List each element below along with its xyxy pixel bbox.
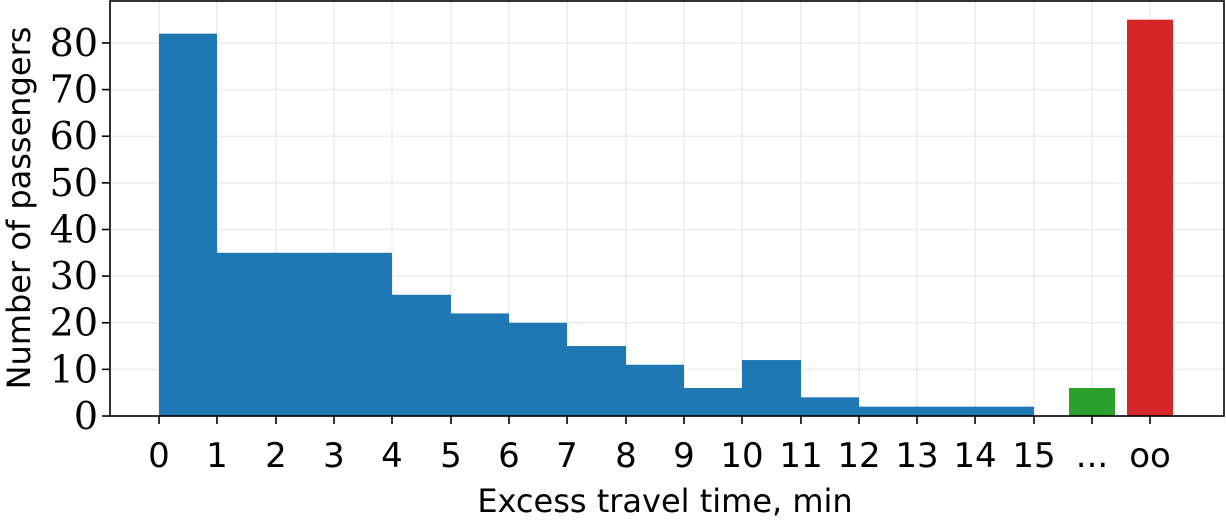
x-tick-label: 14 <box>953 436 996 476</box>
x-tick-label: 7 <box>556 436 578 476</box>
x-tick-label: oo <box>1129 436 1171 476</box>
histogram-bar <box>975 406 1034 416</box>
x-axis-label: Excess travel time, min <box>477 482 852 520</box>
x-tick-label: 15 <box>1012 436 1055 476</box>
x-tick-label: 2 <box>265 436 287 476</box>
histogram-bar <box>392 294 451 416</box>
histogram-bar <box>917 406 975 416</box>
histogram-bar <box>159 33 217 417</box>
y-tick-label: 40 <box>50 207 98 251</box>
x-tick-label: 6 <box>498 436 520 476</box>
x-tick-label: 4 <box>381 436 403 476</box>
y-tick-label: 20 <box>50 301 98 345</box>
x-tick-label: 1 <box>206 436 228 476</box>
x-tick-label: 5 <box>440 436 462 476</box>
y-axis-label: Number of passengers <box>0 27 38 390</box>
x-tick-label: 10 <box>720 436 763 476</box>
y-tick-label: 50 <box>50 161 98 205</box>
histogram-bar <box>567 346 626 416</box>
histogram-bar <box>451 313 509 416</box>
y-tick-label: 30 <box>50 254 98 298</box>
histogram-bar <box>334 252 392 416</box>
histogram-bar <box>509 322 567 416</box>
y-tick-label: 0 <box>74 394 98 438</box>
x-tick-label: 3 <box>323 436 345 476</box>
histogram-bar <box>801 397 859 416</box>
y-tick-label: 80 <box>50 21 98 65</box>
y-tick-label: 60 <box>50 114 98 158</box>
histogram-bar <box>742 360 801 416</box>
y-tick-label: 70 <box>50 68 98 112</box>
extra-bar <box>1127 19 1173 417</box>
histogram-bar <box>217 252 276 416</box>
y-tick-label: 10 <box>50 347 98 391</box>
histogram-bar <box>859 406 917 416</box>
extra-bar <box>1069 388 1115 416</box>
x-tick-label: 11 <box>779 436 822 476</box>
x-tick-label: 9 <box>673 436 695 476</box>
x-tick-label: 0 <box>148 436 170 476</box>
bars <box>159 19 1173 417</box>
plot-frame <box>109 0 1225 417</box>
x-tick-label: 12 <box>837 436 880 476</box>
histogram-bar <box>626 364 684 416</box>
histogram-bar <box>276 252 334 416</box>
x-tick-label: 8 <box>615 436 637 476</box>
x-tick-label: ... <box>1076 436 1108 476</box>
x-tick-label: 13 <box>895 436 938 476</box>
histogram-bar <box>684 388 742 416</box>
